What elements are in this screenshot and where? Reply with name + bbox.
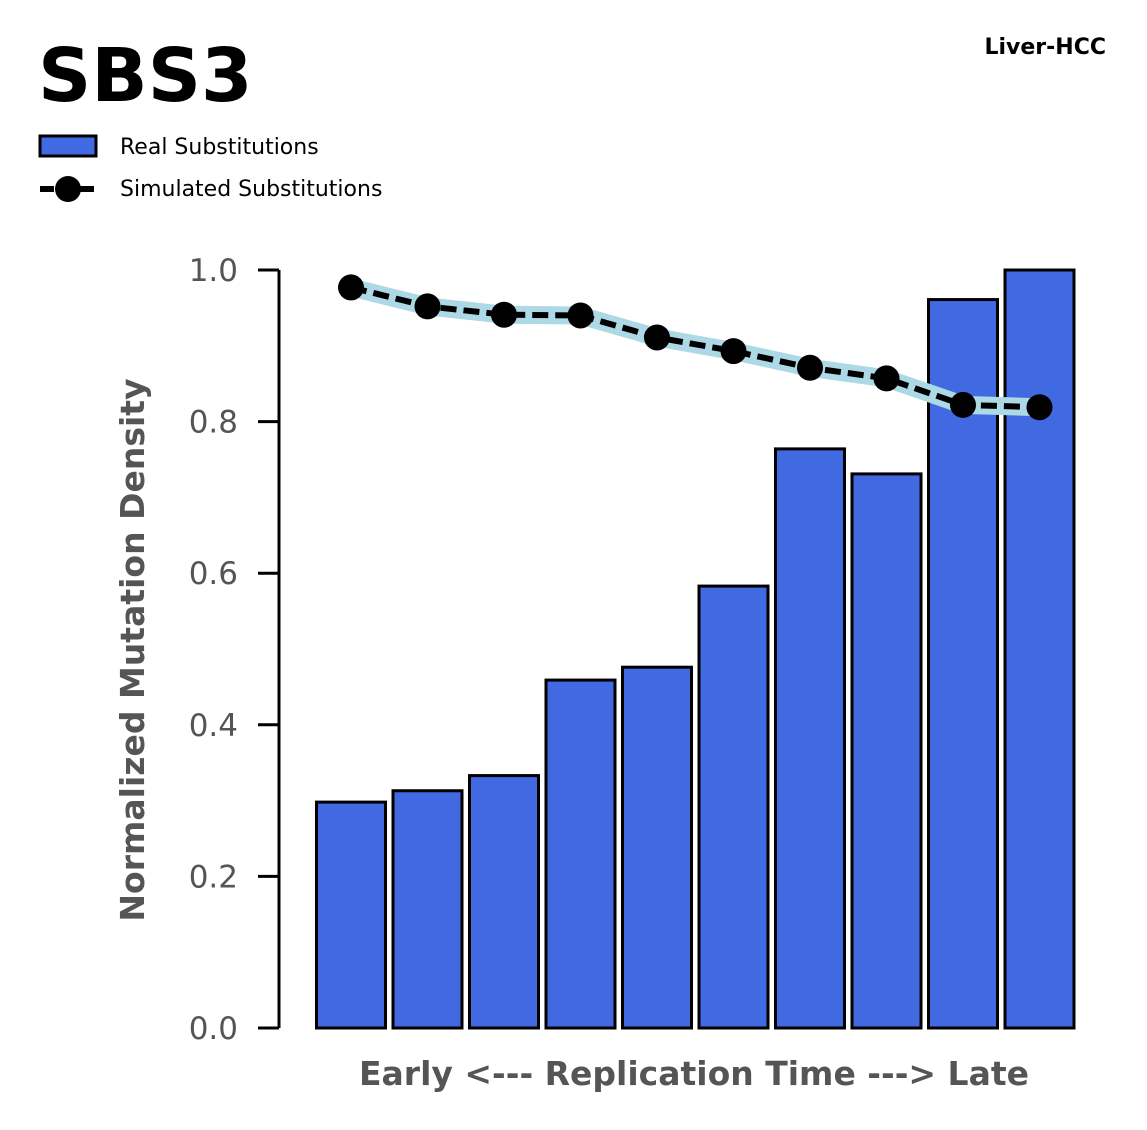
bar-10: [1003, 268, 1076, 1030]
simulated-point-4: [567, 302, 594, 329]
legend-swatch-real: [38, 134, 98, 158]
simulated-point-2: [414, 293, 441, 320]
simulated-point-8: [873, 365, 900, 392]
simulated-line: [350, 284, 1040, 411]
bar-6: [697, 584, 770, 1030]
legend-label-real: Real Substitutions: [120, 135, 319, 160]
legend-label-simulated: Simulated Substitutions: [120, 177, 382, 202]
bar-2: [391, 789, 464, 1030]
simulated-point-9: [950, 391, 976, 418]
simulated-point-3: [491, 301, 517, 328]
x-axis-label: Early <--- Replication Time ---> Late: [359, 1054, 1029, 1093]
y-tick-label: 0.8: [189, 405, 238, 441]
y-tick-label: 1.0: [189, 253, 238, 289]
simulated-point-7: [797, 354, 823, 381]
y-tick-label: 0.4: [189, 708, 238, 744]
y-axis-label: Normalized Mutation Density: [113, 378, 152, 921]
bar-5: [621, 665, 693, 1030]
y-axis: 0.0 0.2 0.4 0.6 0.8 1.0: [189, 253, 281, 1047]
y-tick-label: 0.6: [189, 556, 238, 592]
y-tick-label: 0.0: [189, 1011, 238, 1047]
bar-4: [544, 678, 617, 1030]
bars-layer: [315, 268, 1076, 1030]
simulated-point-10: [1026, 394, 1053, 421]
bar-9: [927, 298, 999, 1030]
chart-subtitle: Liver-HCC: [984, 35, 1106, 60]
bar-1: [315, 800, 387, 1030]
simulated-point-6: [720, 338, 747, 365]
simulated-point-1: [338, 274, 364, 301]
simulated-line-layer: [338, 274, 1053, 421]
legend: Real Substitutions Simulated Substitutio…: [38, 134, 382, 202]
y-tick-label: 0.2: [189, 859, 238, 895]
bar-7: [774, 447, 846, 1030]
bar-3: [468, 774, 540, 1030]
bar-8: [850, 472, 923, 1030]
simulated-point-5: [644, 324, 670, 351]
legend-marker-simulated: [55, 176, 81, 202]
chart-title: SBS3: [38, 33, 252, 119]
